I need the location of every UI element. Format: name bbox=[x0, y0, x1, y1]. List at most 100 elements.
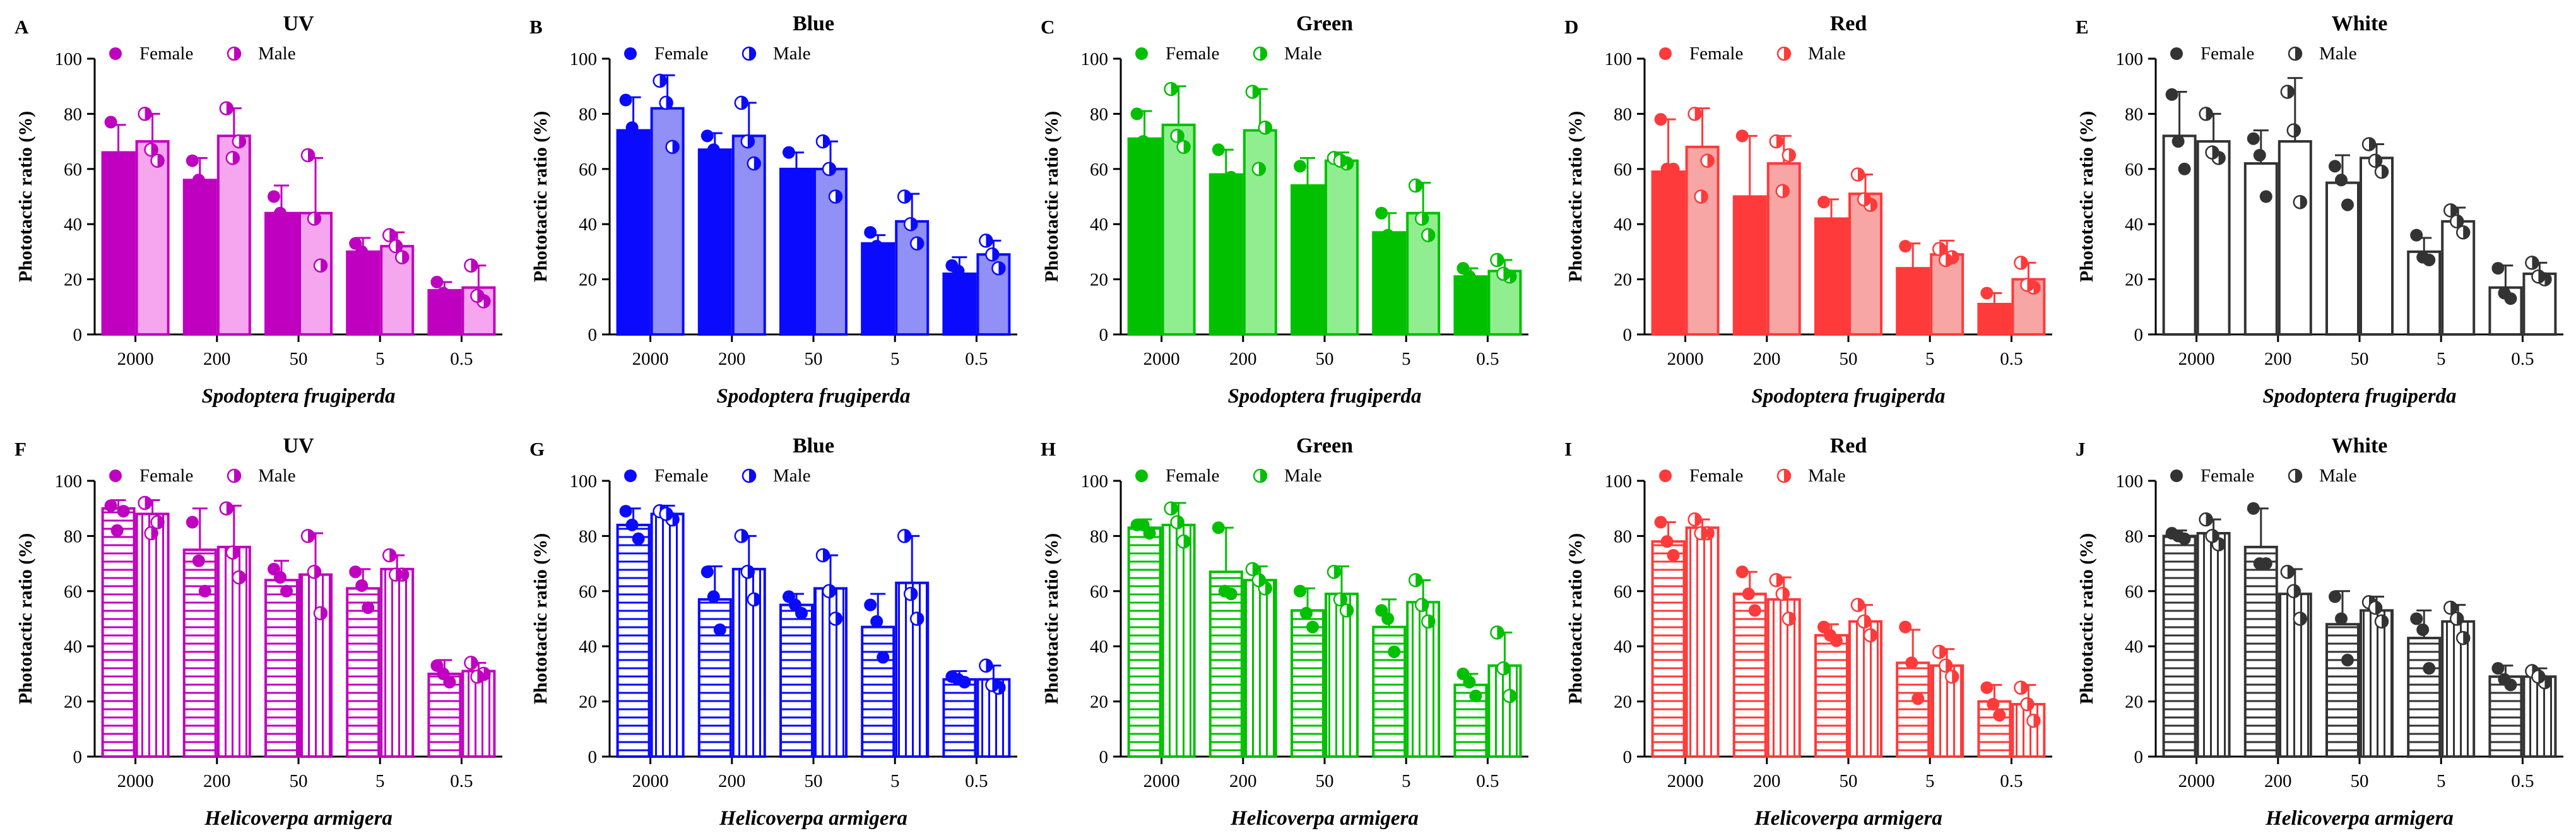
female-point bbox=[349, 565, 362, 579]
male-point-fill bbox=[2212, 146, 2219, 159]
panel-a: A UV Female Male 0 20 40 60 80 100 Phototactic rat… bbox=[15, 12, 502, 408]
y-tick-label: 100 bbox=[55, 471, 83, 492]
male-point-fill bbox=[402, 251, 409, 264]
panel-title: Red bbox=[1830, 12, 1867, 35]
male-point-fill bbox=[1939, 645, 1946, 658]
x-axis-label: Helicoverpa armigera bbox=[1230, 807, 1419, 830]
male-point-fill bbox=[1952, 251, 1959, 264]
female-point bbox=[2178, 162, 2191, 175]
male-bar-1 bbox=[216, 134, 251, 336]
y-tick-label: 60 bbox=[64, 160, 82, 180]
female-point bbox=[1294, 160, 1306, 173]
female-point bbox=[1654, 113, 1667, 126]
female-point bbox=[2491, 262, 2505, 275]
female-bar-0 bbox=[101, 507, 136, 758]
male-point-fill bbox=[1776, 135, 1783, 148]
male-point-fill bbox=[2293, 584, 2300, 598]
legend: Female Male bbox=[624, 466, 811, 486]
y-tick-label: 100 bbox=[1605, 471, 1633, 492]
female-point bbox=[2247, 132, 2260, 145]
panel-letter: D bbox=[1564, 16, 1578, 38]
y-tick-label: 40 bbox=[64, 215, 82, 235]
x-tick-label: 2000 bbox=[1667, 349, 1704, 369]
female-point bbox=[1388, 645, 1401, 658]
x-tick-label: 5 bbox=[375, 349, 385, 369]
male-bar-3 bbox=[2441, 220, 2476, 336]
legend-female-marker bbox=[624, 469, 637, 482]
male-bar-4 bbox=[1487, 269, 1522, 336]
panel-g: G Blue Female Male 0 20 40 60 80 100 Phototactic r… bbox=[529, 434, 1017, 830]
legend-female-label: Female bbox=[654, 44, 708, 64]
female-point bbox=[713, 623, 726, 636]
female-point bbox=[1218, 584, 1231, 598]
y-tick-label: 80 bbox=[579, 526, 597, 546]
female-point bbox=[2329, 160, 2341, 173]
female-point bbox=[268, 190, 280, 203]
female-point bbox=[104, 499, 117, 512]
legend-female-label: Female bbox=[2201, 44, 2254, 64]
female-point bbox=[1980, 681, 1994, 694]
female-point bbox=[1748, 604, 1761, 617]
female-point bbox=[1742, 587, 1755, 601]
x-axis: 2000 200 50 5 0.5 bbox=[1645, 333, 2052, 369]
panel-letter: F bbox=[15, 438, 27, 460]
x-tick-label: 50 bbox=[290, 349, 308, 369]
y-axis-label: Phototactic ratio (%) bbox=[1565, 533, 1586, 705]
male-point-fill bbox=[1701, 527, 1708, 540]
legend-female-marker bbox=[2170, 47, 2183, 60]
male-point-fill bbox=[1422, 212, 1429, 225]
female-bar-3 bbox=[2407, 637, 2442, 758]
male-point-fill bbox=[1870, 628, 1877, 642]
male-point-fill bbox=[2033, 714, 2040, 728]
x-axis: 2000 200 50 5 0.5 bbox=[1121, 333, 1528, 369]
female-point bbox=[1980, 286, 1994, 300]
y-tick-label: 0 bbox=[1099, 747, 1109, 767]
female-point bbox=[877, 651, 890, 664]
male-bar-2 bbox=[298, 573, 333, 758]
male-point-fill bbox=[986, 234, 993, 247]
x-tick-label: 50 bbox=[805, 349, 823, 369]
legend: Female Male bbox=[2170, 466, 2357, 486]
y-tick-label: 0 bbox=[1623, 325, 1633, 345]
legend-female-label: Female bbox=[139, 44, 193, 64]
male-point-fill bbox=[1788, 148, 1795, 162]
male-point-fill bbox=[747, 565, 754, 579]
female-bar-4 bbox=[942, 272, 977, 336]
x-tick-label: 2000 bbox=[117, 771, 154, 791]
y-tick-label: 20 bbox=[2125, 270, 2143, 290]
x-tick-label: 2000 bbox=[2178, 349, 2215, 369]
y-axis-label: Phototactic ratio (%) bbox=[15, 533, 36, 705]
male-point-fill bbox=[2538, 670, 2545, 683]
female-point bbox=[870, 615, 883, 628]
female-point bbox=[2410, 612, 2423, 625]
male-point-fill bbox=[1503, 662, 1510, 675]
female-point bbox=[2498, 286, 2511, 300]
male-point-fill bbox=[1858, 168, 1864, 181]
male-point-fill bbox=[2463, 632, 2470, 645]
y-axis: 0 20 40 60 80 100 bbox=[1605, 49, 1646, 345]
male-bar-2 bbox=[298, 211, 333, 336]
x-tick-label: 0.5 bbox=[2000, 771, 2023, 791]
male-bar-4 bbox=[461, 670, 496, 758]
male-point-fill bbox=[998, 681, 1005, 694]
x-axis-label: Helicoverpa armigera bbox=[1754, 807, 1942, 830]
y-tick-label: 0 bbox=[1623, 747, 1633, 767]
male-point-fill bbox=[1510, 689, 1516, 702]
female-point bbox=[355, 245, 369, 258]
legend-male-marker-fill bbox=[234, 47, 240, 60]
male-point-fill bbox=[917, 612, 924, 625]
x-tick-label: 200 bbox=[2264, 771, 2292, 791]
male-point-fill bbox=[2218, 151, 2225, 165]
x-tick-label: 5 bbox=[2437, 349, 2446, 369]
female-point bbox=[2335, 612, 2348, 625]
male-point-fill bbox=[1428, 615, 1435, 628]
legend: Female Male bbox=[624, 44, 811, 64]
y-tick-label: 80 bbox=[64, 526, 82, 546]
legend-male-marker-fill bbox=[749, 47, 755, 60]
male-point-fill bbox=[911, 218, 918, 231]
male-point-fill bbox=[904, 190, 911, 203]
female-point bbox=[2341, 654, 2354, 667]
female-bar-1 bbox=[182, 179, 217, 336]
female-bar-0 bbox=[101, 151, 136, 336]
y-tick-label: 80 bbox=[2125, 526, 2143, 546]
